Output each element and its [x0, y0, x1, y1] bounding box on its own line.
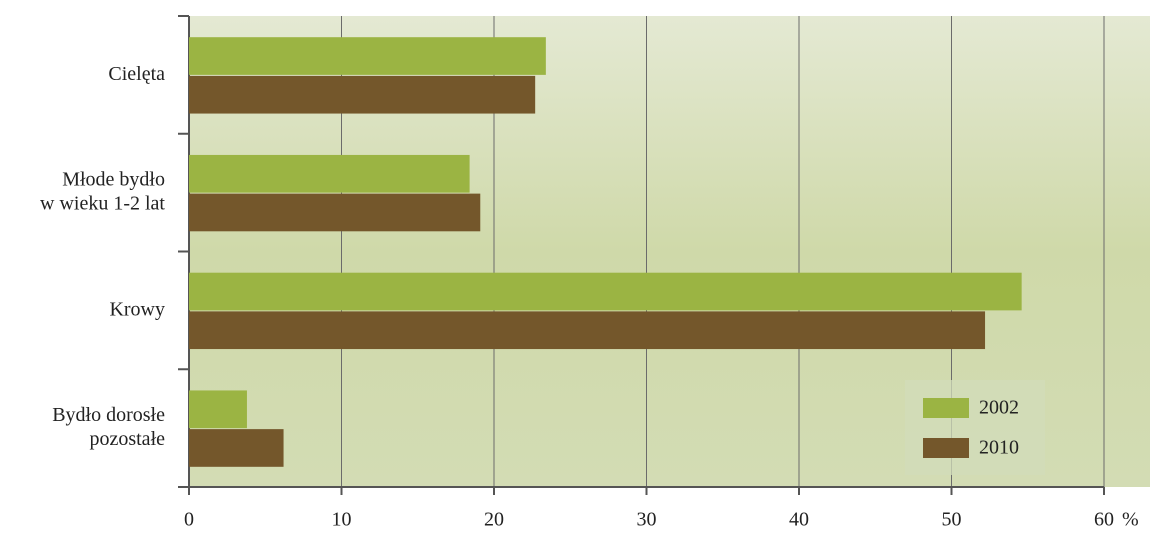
x-tick-label: 0 [184, 509, 194, 531]
bar [189, 311, 986, 350]
legend-swatch [923, 438, 969, 458]
bar [189, 390, 247, 429]
x-tick-label: 60 [1094, 509, 1114, 531]
bar [189, 37, 546, 75]
bar [189, 154, 470, 193]
x-tick-label: 50 [942, 509, 962, 531]
legend-label: 2010 [979, 437, 1019, 459]
bar [189, 75, 536, 114]
y-tick-label: Krowy [109, 298, 165, 320]
bar [189, 272, 1022, 311]
y-tick-label: Cielęta [108, 62, 165, 84]
x-unit: % [1122, 509, 1139, 531]
x-tick-label: 20 [484, 509, 504, 531]
y-tick-label: Młode bydło w wieku 1-2 lat [40, 168, 165, 214]
legend-label: 2002 [979, 397, 1019, 419]
bar [189, 193, 481, 232]
x-tick-label: 30 [637, 509, 657, 531]
bar [189, 429, 284, 467]
y-tick-label: Bydło dorosłe pozostałe [52, 404, 165, 450]
legend-swatch [923, 398, 969, 418]
x-tick-label: 10 [332, 509, 352, 531]
x-tick-label: 40 [789, 509, 809, 531]
legend-box [905, 380, 1045, 475]
